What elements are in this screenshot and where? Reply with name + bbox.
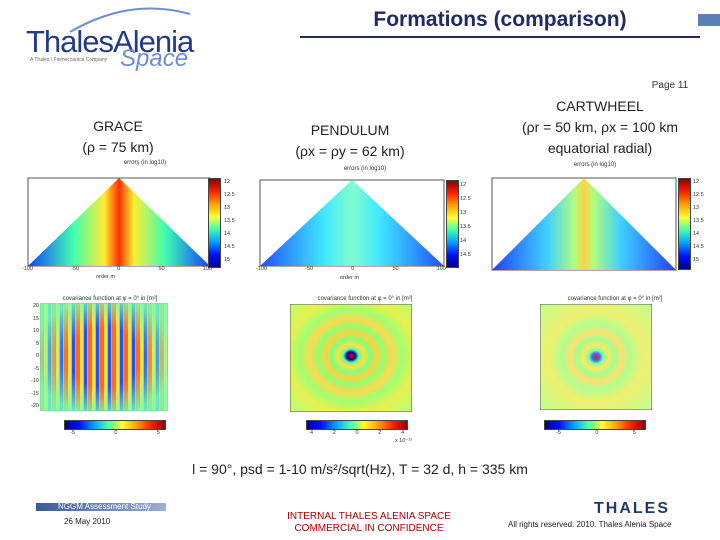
- pendulum-title: PENDULUM: [310, 122, 390, 138]
- grace-error-xlabel: order m: [96, 274, 115, 280]
- logo-swoosh: [69, 7, 191, 33]
- footer-bar: [36, 503, 166, 511]
- grace-error-cbar-ticks: 12 12.5 13 13.5 14 14.5 15: [224, 179, 235, 263]
- grace-cov-title: covariance function at φ = 0° in [m²]: [62, 296, 158, 302]
- grace-label: GRACE (ρ = 75 km): [48, 116, 188, 158]
- cartwheel-error-colorbar: [678, 178, 691, 270]
- cartwheel-title: CARTWHEEL: [556, 98, 644, 114]
- cartwheel-cov-cbar-ticks: -5 0 5: [556, 430, 636, 436]
- thales-logo: THALES: [594, 500, 670, 517]
- pendulum-cov-colorbar: [306, 420, 408, 430]
- footer-conf-line2: COMMERCIAL IN CONFIDENCE: [294, 523, 444, 534]
- pendulum-rho: (ρx = ρy = 62 km): [295, 143, 405, 159]
- grace-error-title: errors (in log10): [123, 160, 167, 166]
- grace-cov-cbar-ticks: -5 0 5: [70, 430, 160, 436]
- pendulum-error-plot: [259, 179, 445, 267]
- cartwheel-error-cbar-ticks: 12 12.5 13 13.5 14 14.5 15: [693, 179, 704, 263]
- corner-accent: [698, 14, 720, 26]
- grace-cov-colorbar: [64, 420, 166, 430]
- pendulum-error-cbar-ticks: 12 12.5 13 13.5 14 14.5: [460, 182, 471, 258]
- footer-confidentiality: INTERNAL THALES ALENIA SPACE COMMERCIAL …: [264, 511, 474, 535]
- pendulum-cov-title: covariance function at φ = 0° in [m²]: [317, 296, 413, 302]
- footer-rights: All rights reserved. 2010. Thales Alenia…: [508, 520, 672, 529]
- pendulum-cov-plot: [290, 304, 412, 412]
- pendulum-error-colorbar: [446, 180, 459, 268]
- company-logo-space: Space: [120, 45, 189, 72]
- footer-study: NGGM Assessment Study: [58, 502, 151, 511]
- grace-cov-plot: [40, 303, 168, 411]
- pendulum-error-xticks: -100 -50 0 50 100: [256, 266, 446, 272]
- grace-title: GRACE: [93, 118, 143, 134]
- page-number: Page 11: [651, 80, 689, 91]
- slide-title: Formations (comparison): [373, 8, 627, 31]
- cartwheel-rho: (ρr = 50 km, ρx = 100 km: [522, 119, 678, 135]
- parameters-text: l = 90°, psd = 1-10 m/s²/sqrt(Hz), T = 3…: [192, 461, 528, 477]
- company-logo-text: ThalesAlenia: [26, 24, 194, 59]
- cartwheel-orient: equatorial radial): [547, 140, 653, 156]
- cartwheel-cov-plot: [540, 304, 652, 410]
- grace-error-plot: [27, 177, 211, 267]
- company-logo-subtext: A Thales / Finmeccanica Company: [30, 57, 108, 63]
- title-underline: [300, 36, 700, 38]
- cartwheel-label: CARTWHEEL (ρr = 50 km, ρx = 100 km equat…: [490, 96, 710, 159]
- footer-conf-line1: INTERNAL THALES ALENIA SPACE: [287, 511, 451, 522]
- pendulum-error-title: errors (in log10): [343, 166, 387, 172]
- grace-cov-yticks: 20 15 10 5 0 -5 -10 -15 -20: [31, 303, 39, 409]
- cartwheel-error-title: errors (in log10): [573, 162, 617, 168]
- footer-date: 26 May 2010: [64, 517, 111, 526]
- pendulum-cov-scale: x 10⁻¹¹: [395, 438, 412, 444]
- grace-error-colorbar: [208, 178, 221, 268]
- grace-rho: (ρ = 75 km): [82, 139, 154, 155]
- cartwheel-error-plot: [491, 177, 677, 271]
- pendulum-label: PENDULUM (ρx = ρy = 62 km): [270, 120, 430, 162]
- grace-error-xticks: -100 -50 0 50 100: [22, 266, 212, 272]
- cartwheel-cov-title: covariance function at φ = 0° in [m²]: [567, 296, 663, 302]
- pendulum-error-xlabel: order m: [340, 275, 359, 281]
- cartwheel-cov-colorbar: [544, 420, 646, 430]
